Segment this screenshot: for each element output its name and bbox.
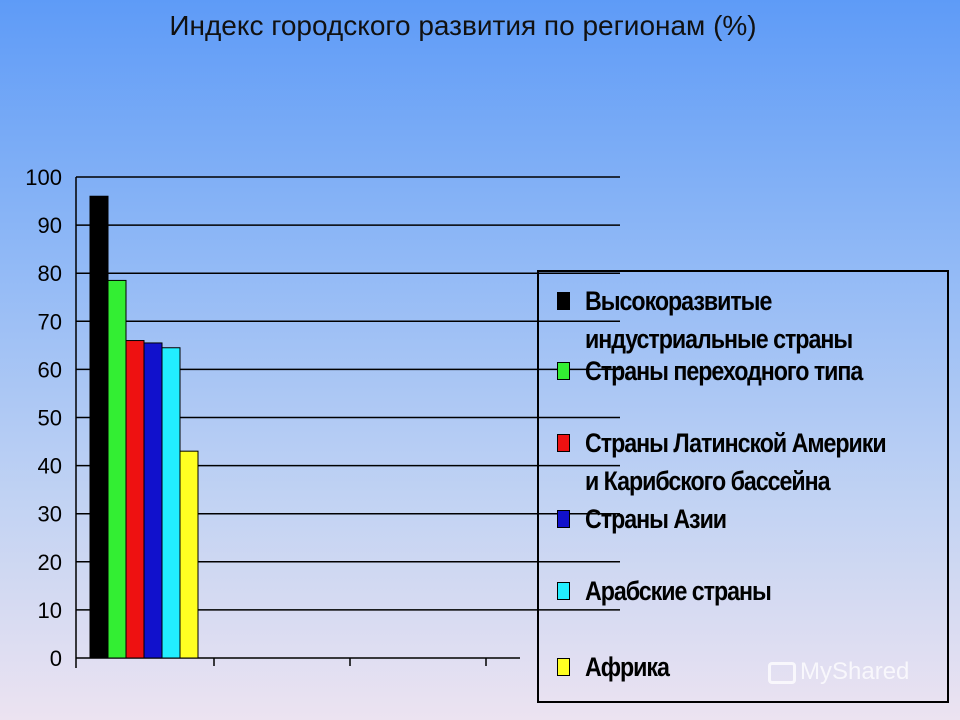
presentation-icon [768,661,796,684]
bar [161,347,181,659]
y-tick-label: 80 [38,261,62,286]
legend-item: Страны переходного типа [557,352,947,390]
legend-label: Африка [585,652,670,682]
y-tick-label: 100 [25,165,62,190]
legend-swatch [557,510,570,528]
legend-swatch [557,582,570,600]
legend-label: Страны переходного типа [585,356,863,386]
legend-swatch [557,292,570,310]
y-tick-label: 50 [38,406,62,431]
legend-swatch [557,658,570,676]
legend-label: Арабские страны [585,576,772,606]
y-tick-label: 0 [50,646,62,671]
legend-swatch [557,434,570,452]
y-tick-label: 10 [38,598,62,623]
y-tick-label: 40 [38,454,62,479]
legend-item: Арабские страны [557,572,947,610]
bar [179,450,199,659]
legend-item: Страны Азии [557,500,947,538]
bar [143,342,163,659]
y-tick-label: 20 [38,550,62,575]
legend-item: Страны Латинской Америки и Карибского ба… [557,424,947,500]
y-tick-label: 90 [38,213,62,238]
chart-legend: Высокоразвитые индустриальные страны Стр… [537,270,949,703]
bar [89,195,109,659]
bar [107,279,127,659]
watermark-logo: MyShared [768,658,909,686]
legend-label: Страны Азии [585,504,727,534]
legend-label: Высокоразвитые индустриальные страны [585,286,853,354]
chart-title: Индекс городского развития по регионам (… [169,10,757,41]
bar [125,340,145,659]
legend-item: Африка [557,648,947,686]
y-tick-label: 30 [38,502,62,527]
legend-label: Страны Латинской Америки и Карибского ба… [585,428,887,496]
y-tick-label: 60 [38,357,62,382]
y-tick-label: 70 [38,309,62,334]
watermark-text: MyShared [800,658,910,685]
legend-item: Высокоразвитые индустриальные страны [557,282,947,358]
legend-swatch [557,362,570,380]
